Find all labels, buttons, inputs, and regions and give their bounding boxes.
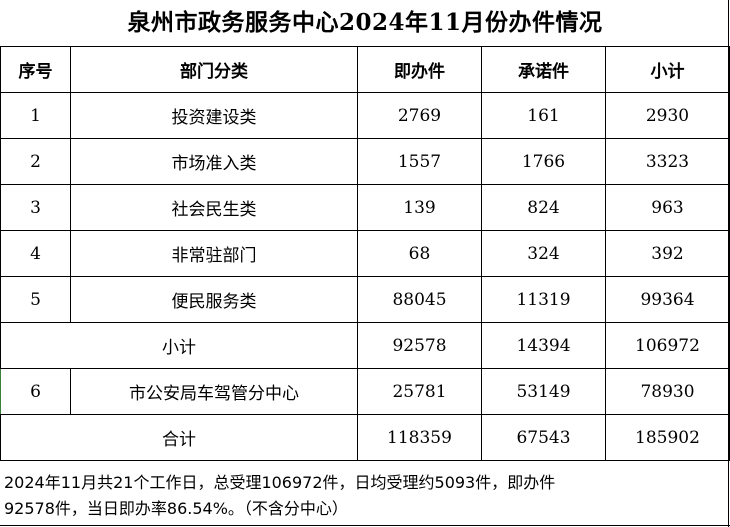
subtotal-sum: 106972	[605, 322, 730, 369]
cell-number: 2	[0, 138, 71, 185]
cell-category: 便民服务类	[70, 276, 358, 323]
header-cell-subtotal: 小计	[605, 46, 730, 93]
cell-subtotal: 963	[605, 184, 730, 231]
cell-instant: 25781	[357, 368, 482, 415]
cell-number: 5	[0, 276, 71, 323]
header-cell-number: 序号	[0, 46, 71, 93]
cell-number: 6	[0, 368, 71, 415]
header-cell-promised: 承诺件	[481, 46, 606, 93]
cell-subtotal: 392	[605, 230, 730, 277]
cell-category: 社会民生类	[70, 184, 358, 231]
subtotal-label: 小计	[0, 322, 358, 369]
cell-instant: 2769	[357, 92, 482, 139]
cell-instant: 68	[357, 230, 482, 277]
cell-category: 投资建设类	[70, 92, 358, 139]
footnote-line-1: 2024年11月共21个工作日，总受理106972件，日均受理约5093件，即办…	[4, 473, 556, 492]
total-instant: 118359	[357, 414, 482, 461]
total-promised: 67543	[481, 414, 606, 461]
cell-promised: 11319	[481, 276, 606, 323]
cell-promised: 53149	[481, 368, 606, 415]
statistics-table: 序号 部门分类 即办件 承诺件 小计 1 投资建设类 2769 161 2930…	[0, 46, 730, 461]
footnote: 2024年11月共21个工作日，总受理106972件，日均受理约5093件，即办…	[4, 470, 704, 522]
total-row: 合计 118359 67543 185902	[0, 414, 730, 461]
cell-category: 市场准入类	[70, 138, 358, 185]
table-row: 3 社会民生类 139 824 963	[0, 184, 730, 231]
subtotal-instant: 92578	[357, 322, 482, 369]
cell-number: 1	[0, 92, 71, 139]
cell-instant: 88045	[357, 276, 482, 323]
table-row: 5 便民服务类 88045 11319 99364	[0, 276, 730, 323]
footnote-line-2: 92578件，当日即办率86.54%。（不含分中心）	[4, 499, 348, 518]
total-label: 合计	[0, 414, 358, 461]
cell-promised: 161	[481, 92, 606, 139]
header-cell-category: 部门分类	[70, 46, 358, 93]
cell-instant: 139	[357, 184, 482, 231]
subtotal-promised: 14394	[481, 322, 606, 369]
cell-promised: 324	[481, 230, 606, 277]
cell-subtotal: 2930	[605, 92, 730, 139]
cell-promised: 824	[481, 184, 606, 231]
cell-subtotal: 3323	[605, 138, 730, 185]
cell-number: 3	[0, 184, 71, 231]
cell-number: 4	[0, 230, 71, 277]
cell-subtotal: 78930	[605, 368, 730, 415]
table-row: 4 非常驻部门 68 324 392	[0, 230, 730, 277]
cell-instant: 1557	[357, 138, 482, 185]
table-row: 2 市场准入类 1557 1766 3323	[0, 138, 730, 185]
cell-category: 非常驻部门	[70, 230, 358, 277]
header-row: 序号 部门分类 即办件 承诺件 小计	[0, 46, 730, 93]
header-cell-instant: 即办件	[357, 46, 482, 93]
table-row-branch-center: 6 市公安局车驾管分中心 25781 53149 78930	[0, 368, 730, 415]
table-row: 1 投资建设类 2769 161 2930	[0, 92, 730, 139]
total-sum: 185902	[605, 414, 730, 461]
frame-right-border	[728, 0, 729, 527]
table-title: 泉州市政务服务中心2024年11月份办件情况	[127, 9, 603, 36]
cell-subtotal: 99364	[605, 276, 730, 323]
cell-category: 市公安局车驾管分中心	[70, 368, 358, 415]
cell-promised: 1766	[481, 138, 606, 185]
frame-bottom-border	[0, 525, 730, 526]
subtotal-row: 小计 92578 14394 106972	[0, 322, 730, 369]
